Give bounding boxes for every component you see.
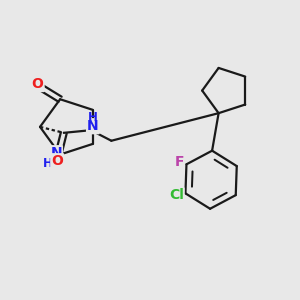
Text: O: O	[32, 77, 44, 91]
Text: N: N	[87, 119, 99, 133]
Text: H: H	[43, 157, 52, 169]
Text: Cl: Cl	[169, 188, 184, 202]
Text: N: N	[50, 146, 62, 160]
Text: H: H	[88, 111, 98, 124]
Text: F: F	[174, 155, 184, 169]
Text: O: O	[51, 154, 63, 168]
